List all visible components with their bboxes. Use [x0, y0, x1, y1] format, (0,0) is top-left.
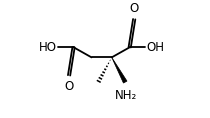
Text: NH₂: NH₂: [115, 89, 137, 102]
Polygon shape: [112, 57, 127, 83]
Text: O: O: [64, 80, 74, 93]
Text: HO: HO: [39, 41, 57, 54]
Text: OH: OH: [146, 41, 164, 54]
Text: O: O: [130, 2, 139, 15]
